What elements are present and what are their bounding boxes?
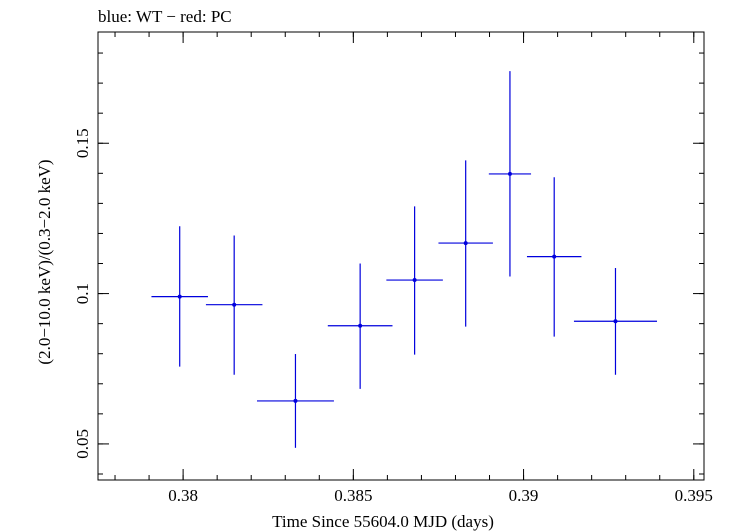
data-marker bbox=[177, 294, 182, 299]
data-point bbox=[488, 71, 532, 277]
y-tick-label: 0.1 bbox=[73, 283, 92, 304]
y-tick-labels: 0.05 0.1 0.15 bbox=[73, 128, 92, 458]
data-points bbox=[151, 71, 658, 448]
data-point bbox=[438, 160, 493, 327]
x-tick-label: 0.395 bbox=[675, 486, 713, 505]
x-tick-label: 0.38 bbox=[168, 486, 198, 505]
data-point bbox=[327, 263, 393, 389]
data-marker bbox=[232, 302, 237, 307]
chart-title: blue: WT − red: PC bbox=[98, 7, 232, 26]
data-marker bbox=[552, 254, 557, 259]
x-axis-label: Time Since 55604.0 MJD (days) bbox=[272, 512, 494, 531]
data-point bbox=[386, 206, 443, 355]
data-marker bbox=[412, 278, 417, 283]
x-tick-labels: 0.38 0.385 0.39 0.395 bbox=[168, 486, 713, 505]
plot-frame bbox=[97, 31, 705, 481]
data-marker bbox=[293, 398, 298, 403]
data-marker bbox=[507, 171, 512, 176]
axis-ticks bbox=[98, 32, 704, 480]
y-tick-label: 0.05 bbox=[73, 429, 92, 459]
data-point bbox=[256, 354, 334, 448]
data-point bbox=[151, 226, 208, 367]
data-marker bbox=[358, 323, 363, 328]
x-tick-label: 0.39 bbox=[509, 486, 539, 505]
data-marker bbox=[463, 241, 468, 246]
y-axis-label: (2.0−10.0 keV)/(0.3−2.0 keV) bbox=[35, 159, 54, 364]
data-point bbox=[526, 177, 582, 337]
data-marker bbox=[613, 319, 618, 324]
x-tick-label: 0.385 bbox=[334, 486, 372, 505]
data-point bbox=[573, 268, 658, 375]
y-tick-label: 0.15 bbox=[73, 128, 92, 158]
data-point bbox=[205, 235, 263, 375]
